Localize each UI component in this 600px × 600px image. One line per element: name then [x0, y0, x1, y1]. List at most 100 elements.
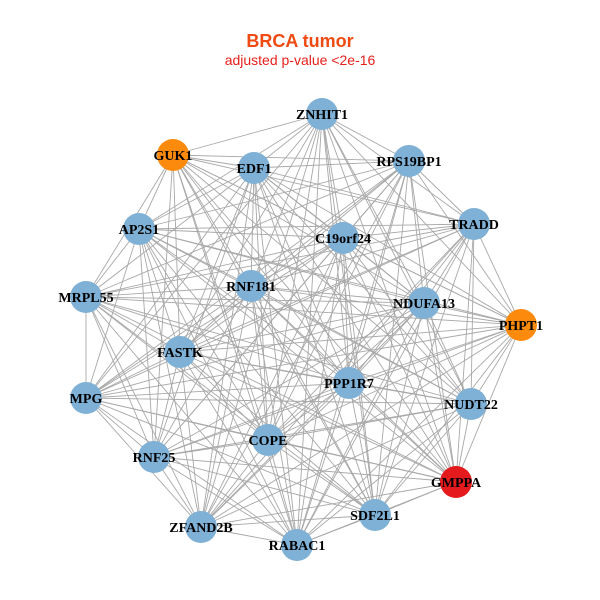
edge	[200, 481, 457, 528]
edge	[153, 456, 376, 516]
node-zfand2b[interactable]: ZFAND2B	[169, 511, 233, 543]
edge	[473, 223, 522, 326]
node-znhit1[interactable]: ZNHIT1	[296, 98, 348, 130]
edge	[179, 324, 522, 353]
edge	[172, 154, 252, 287]
edge	[179, 223, 475, 353]
edge	[85, 302, 425, 399]
node-circle	[123, 213, 155, 245]
node-label: RNF25	[133, 451, 176, 466]
node-guk1[interactable]: GUK1	[154, 139, 193, 171]
node-edf1[interactable]: EDF1	[237, 152, 272, 184]
edge	[267, 382, 350, 441]
node-label: RNF181	[226, 280, 276, 295]
edge	[296, 223, 475, 546]
edge	[374, 403, 472, 516]
edge	[250, 285, 522, 326]
edge	[85, 351, 181, 399]
edge	[296, 237, 344, 546]
node-circle	[185, 511, 217, 543]
node-mpg[interactable]: MPG	[70, 382, 103, 414]
node-rps19bp1[interactable]: RPS19BP1	[376, 145, 442, 177]
edge	[321, 113, 344, 239]
edge	[85, 324, 522, 399]
node-rnf25[interactable]: RNF25	[133, 441, 176, 473]
edge	[85, 397, 376, 516]
edge	[179, 302, 425, 353]
edge	[138, 228, 376, 516]
edge	[321, 113, 425, 304]
edge	[253, 167, 298, 546]
node-nudt22[interactable]: NUDT22	[444, 388, 498, 420]
edge	[423, 302, 522, 326]
node-c19orf24[interactable]: C19orf24	[315, 222, 371, 254]
node-circle	[252, 424, 284, 456]
node-ppp1r7[interactable]: PPP1R7	[324, 367, 374, 399]
edge	[138, 228, 472, 405]
node-circle	[505, 309, 537, 341]
node-rnf181[interactable]: RNF181	[226, 270, 276, 302]
edge	[374, 223, 475, 516]
edge	[172, 154, 472, 405]
edge	[423, 302, 457, 483]
edge	[138, 160, 410, 230]
edge	[85, 237, 344, 399]
node-label: ZNHIT1	[296, 108, 348, 123]
edge	[138, 228, 344, 239]
node-label: MPG	[70, 392, 103, 407]
node-label: RPS19BP1	[376, 155, 441, 170]
edge	[253, 167, 475, 225]
edge	[172, 113, 323, 156]
node-circle	[70, 382, 102, 414]
node-phpt1[interactable]: PHPT1	[499, 309, 543, 341]
edge	[172, 154, 350, 384]
node-rabac1[interactable]: RABAC1	[269, 529, 326, 561]
edge	[200, 514, 376, 528]
edge	[172, 154, 298, 546]
edge	[374, 324, 522, 516]
node-circle	[235, 270, 267, 302]
node-circle	[393, 145, 425, 177]
edge	[179, 167, 255, 353]
figure-subtitle: adjusted p-value <2e-16	[224, 52, 376, 68]
edge	[179, 160, 410, 353]
node-ap2s1[interactable]: AP2S1	[119, 213, 159, 245]
edge	[85, 296, 202, 528]
node-mrpl55[interactable]: MRPL55	[58, 281, 114, 313]
node-circle	[281, 529, 313, 561]
edge	[250, 285, 298, 546]
node-cope[interactable]: COPE	[249, 424, 288, 456]
edge	[85, 113, 323, 399]
node-fastk[interactable]: FASTK	[157, 336, 203, 368]
edge	[85, 296, 181, 353]
edge	[153, 456, 298, 546]
node-label: NDUFA13	[393, 297, 455, 312]
edge	[179, 351, 269, 441]
edge	[172, 154, 425, 304]
edge	[85, 237, 344, 298]
edge	[85, 296, 155, 458]
node-circle	[359, 499, 391, 531]
node-tradd[interactable]: TRADD	[449, 208, 499, 240]
edge	[153, 351, 181, 458]
edge	[348, 324, 522, 384]
edge	[172, 154, 181, 353]
edge	[85, 296, 350, 384]
edge	[321, 113, 522, 326]
edges	[85, 113, 522, 546]
edge	[267, 237, 344, 441]
node-sdf2l1[interactable]: SDF2L1	[350, 499, 400, 531]
edge	[342, 237, 522, 326]
node-circle	[458, 208, 490, 240]
edge	[342, 237, 457, 483]
edge	[153, 302, 425, 458]
node-gmppa[interactable]: GMPPA	[431, 466, 482, 498]
edge	[172, 154, 457, 483]
edge	[250, 113, 323, 287]
edge	[267, 439, 376, 516]
node-ndufa13[interactable]: NDUFA13	[393, 287, 455, 319]
edge	[348, 160, 410, 384]
node-label: GUK1	[154, 149, 193, 164]
node-label: ZFAND2B	[169, 521, 233, 536]
